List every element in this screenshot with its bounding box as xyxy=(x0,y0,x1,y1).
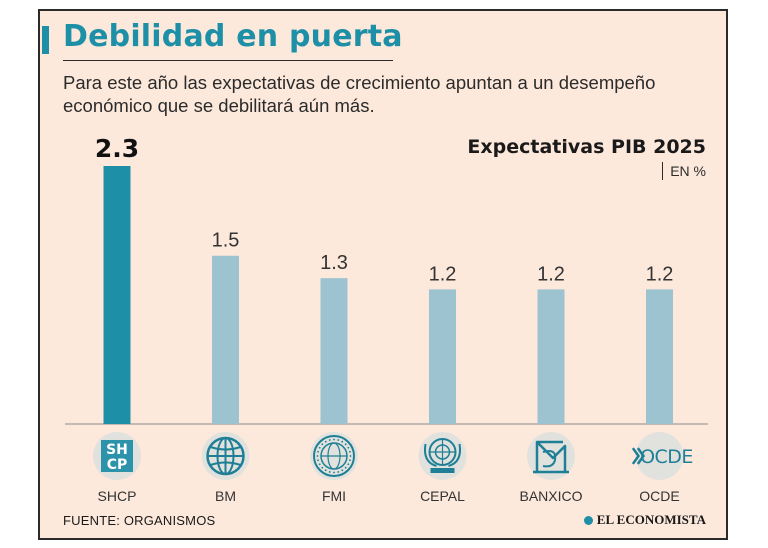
data-label-fmi: 1.3 xyxy=(320,252,348,274)
category-label-banxico: BANXICO xyxy=(519,488,582,504)
data-label-cepal: 1.2 xyxy=(429,263,457,285)
infographic-card: Debilidad en puerta Para este año las ex… xyxy=(38,9,728,540)
category-label-fmi: FMI xyxy=(322,488,346,504)
brand-logo: EL ECONOMISTA xyxy=(583,512,706,528)
data-label-ocde: 1.2 xyxy=(646,263,674,285)
brand-name: EL ECONOMISTA xyxy=(596,512,706,527)
data-label-shcp: 2.3 xyxy=(95,134,139,163)
shcp-logo-icon: SHCP xyxy=(101,440,133,473)
category-label-ocde: OCDE xyxy=(639,488,679,504)
title-accent-bar xyxy=(42,26,49,54)
page-title: Debilidad en puerta xyxy=(63,19,403,54)
chart-title: Expectativas PIB 2025 xyxy=(467,136,706,158)
ocde-logo-icon: OCDE xyxy=(632,446,693,468)
category-label-cepal: CEPAL xyxy=(420,488,465,504)
bar-fmi xyxy=(320,278,348,424)
category-label-shcp: SHCP xyxy=(98,488,137,504)
chart-unit: EN % xyxy=(662,162,706,180)
fmi-logo-icon xyxy=(313,435,355,477)
brand-dot-icon xyxy=(583,516,593,525)
bar-bm xyxy=(212,255,239,424)
category-label-bm: BM xyxy=(215,488,236,504)
bm-logo-icon xyxy=(206,436,245,476)
svg-text:OCDE: OCDE xyxy=(640,446,693,468)
bar-chart: 2.3SHCPSHCP1.5BM1.3FMI1.2CEPAL1.2BANXICO… xyxy=(65,134,708,504)
banxico-logo-icon xyxy=(533,440,569,474)
bar-ocde xyxy=(646,289,673,424)
bar-banxico xyxy=(537,289,565,424)
source-note: FUENTE: ORGANISMOS xyxy=(63,513,216,528)
title-divider xyxy=(63,60,393,61)
cepal-logo-icon xyxy=(424,438,461,473)
svg-text:SH: SH xyxy=(106,442,128,458)
bar-shcp xyxy=(103,166,131,424)
logo-bg-ocde xyxy=(635,432,684,480)
data-label-banxico: 1.2 xyxy=(537,263,565,285)
bar-cepal xyxy=(429,289,456,424)
svg-text:CP: CP xyxy=(107,457,128,473)
data-label-bm: 1.5 xyxy=(212,230,240,252)
page-subtitle: Para este año las expectativas de crecim… xyxy=(63,72,656,116)
